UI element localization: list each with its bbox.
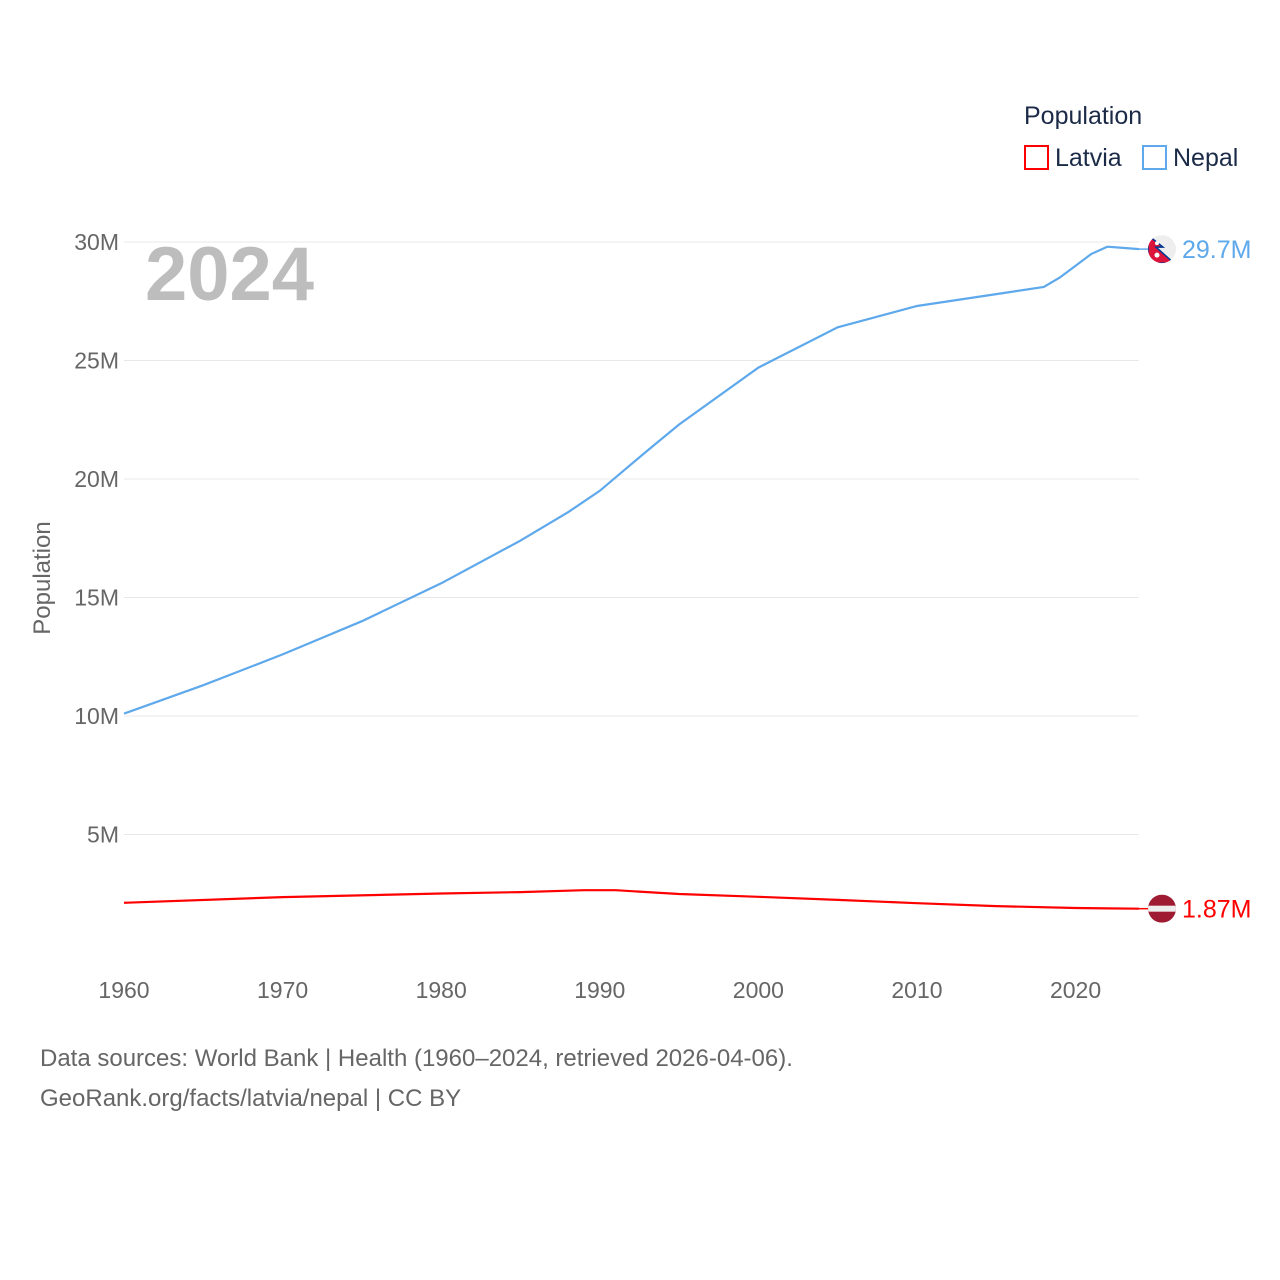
flag-nepal-icon: [1148, 235, 1176, 264]
end-label-nepal: 29.7M: [1182, 236, 1251, 264]
x-tick-label: 1980: [416, 977, 467, 1003]
end-label-latvia: 1.87M: [1182, 896, 1251, 924]
x-tick-label: 2020: [1050, 977, 1101, 1003]
legend: Population Latvia Nepal: [1024, 102, 1238, 172]
x-tick-label: 1990: [574, 977, 625, 1003]
x-tick-label: 1960: [98, 977, 149, 1003]
legend-swatch-nepal: [1142, 145, 1167, 170]
y-tick-label: 5M: [87, 822, 119, 848]
y-axis-label: Population: [29, 521, 56, 634]
x-tick-label: 2000: [733, 977, 784, 1003]
legend-swatch-latvia: [1024, 145, 1049, 170]
y-tick-label: 10M: [74, 703, 119, 729]
footer-source: Data sources: World Bank | Health (1960–…: [40, 1045, 793, 1072]
x-tick-label: 1970: [257, 977, 308, 1003]
series-line-nepal: [123, 245, 1140, 715]
legend-title: Population: [1024, 102, 1142, 130]
footer-credit[interactable]: GeoRank.org/facts/latvia/nepal | CC BY: [40, 1085, 462, 1112]
legend-label-latvia: Latvia: [1055, 144, 1122, 172]
y-tick-label: 30M: [74, 229, 119, 255]
line-chart: 2024 5M 10M 15M 20M 25M 30M 1960 1970 1980 1990 2…: [29, 102, 1251, 1003]
flag-latvia-icon: [1148, 894, 1176, 923]
series-line-latvia: [123, 889, 1140, 910]
year-label: 2024: [145, 232, 314, 317]
legend-label-nepal: Nepal: [1173, 144, 1238, 172]
legend-item-latvia[interactable]: Latvia: [1024, 144, 1122, 172]
legend-item-nepal[interactable]: Nepal: [1142, 144, 1238, 172]
y-tick-label: 25M: [74, 348, 119, 374]
y-tick-label: 15M: [74, 585, 119, 611]
x-tick-label: 2010: [891, 977, 942, 1003]
y-tick-label: 20M: [74, 466, 119, 492]
